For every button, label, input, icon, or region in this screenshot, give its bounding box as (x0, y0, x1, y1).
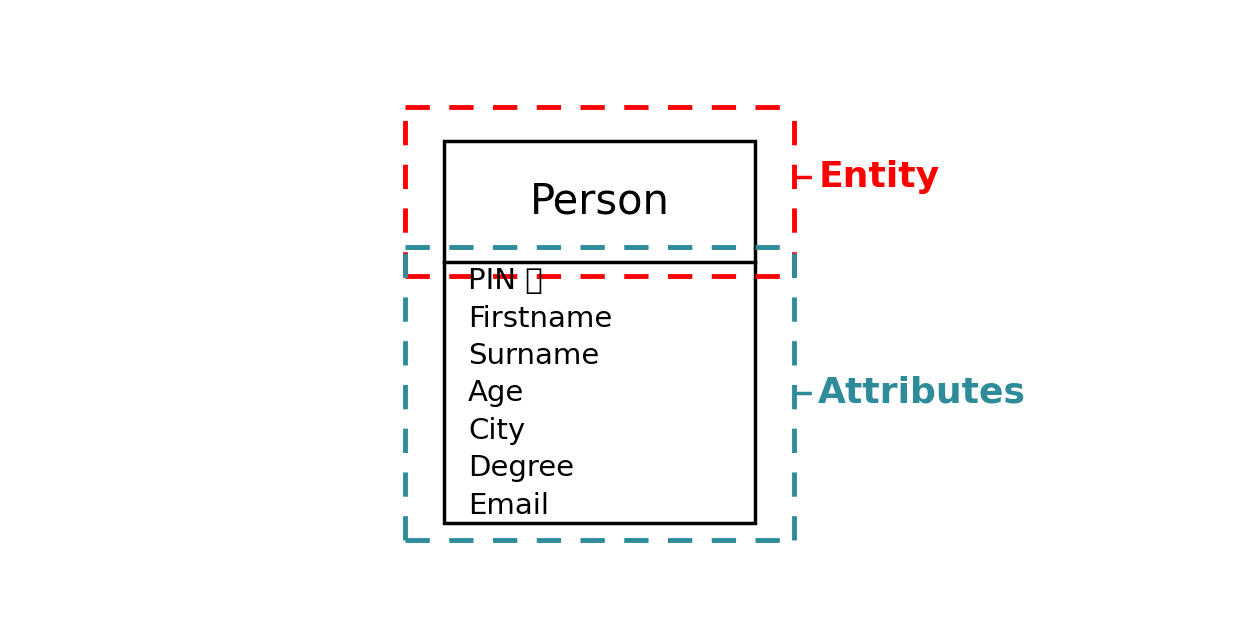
Text: PIN 🔑: PIN 🔑 (468, 267, 543, 296)
Text: Entity: Entity (818, 160, 940, 194)
Text: Age: Age (468, 379, 525, 408)
Text: Surname: Surname (468, 342, 600, 370)
Text: City: City (468, 417, 526, 445)
Text: Firstname: Firstname (468, 304, 612, 333)
Text: Attributes: Attributes (818, 376, 1027, 409)
Text: Degree: Degree (468, 454, 574, 482)
Text: Email: Email (468, 491, 550, 520)
Text: Person: Person (530, 181, 669, 223)
Bar (444, 141, 756, 523)
